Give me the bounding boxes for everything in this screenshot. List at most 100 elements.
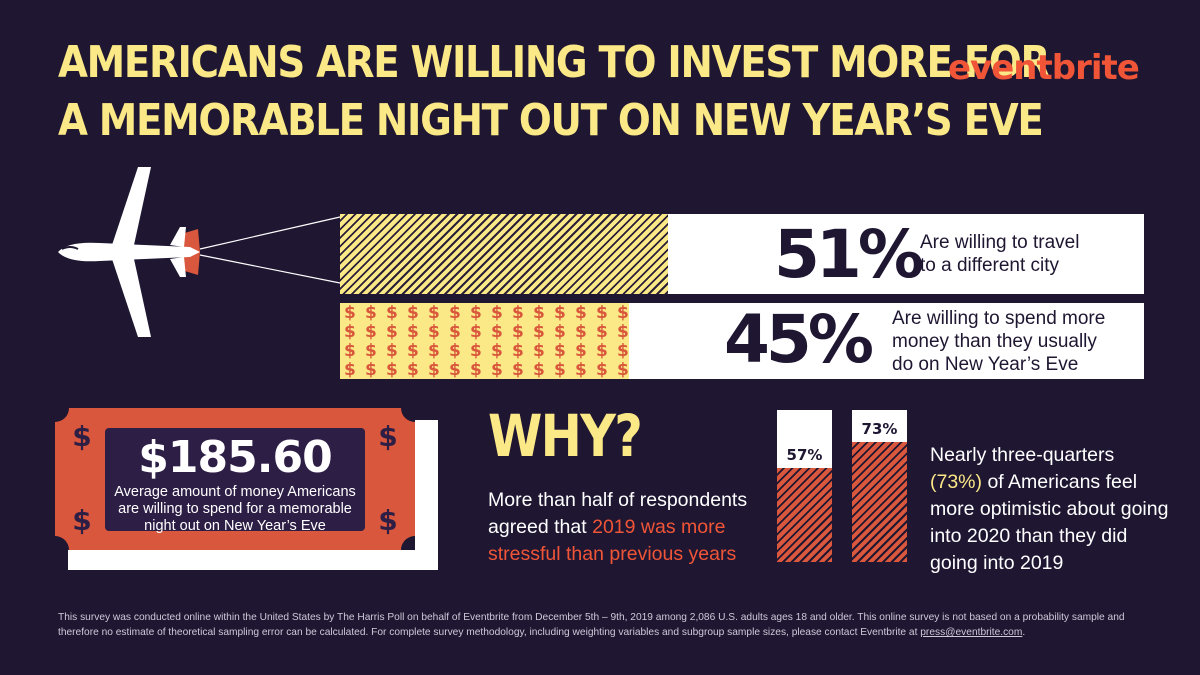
- dollar-sign-icon: $: [344, 303, 356, 323]
- dollar-sign-icon: $: [386, 341, 398, 361]
- dollar-sign-icon: $: [554, 322, 566, 342]
- column-optimism-fill: [852, 442, 907, 562]
- dollar-sign-icon: $: [407, 303, 419, 323]
- bar-travel-description: Are willing to travel to a different cit…: [920, 231, 1079, 277]
- dollar-sign-icon: $: [470, 322, 482, 342]
- bill-amount: $185.60: [138, 432, 332, 483]
- contact-email-link[interactable]: press@eventbrite.com: [920, 627, 1023, 638]
- column-optimism: 73%: [852, 410, 907, 562]
- dollar-sign-icon: $: [428, 303, 440, 323]
- headline-line-2: A MEMORABLE NIGHT OUT ON NEW YEAR’S EVE: [58, 95, 1044, 146]
- dollar-sign-icon: $: [512, 341, 524, 361]
- dollar-sign-icon: $: [491, 303, 503, 323]
- dollar-sign-icon: $: [554, 341, 566, 361]
- dollar-sign-icon: $: [344, 360, 356, 379]
- dollar-sign-icon: $: [512, 322, 524, 342]
- column-stress-fill: [777, 468, 832, 562]
- dollar-sign-icon: $: [449, 360, 461, 379]
- dollar-sign-icon: $: [365, 303, 377, 323]
- optimism-text: Nearly three-quarters (73%) of Americans…: [930, 442, 1170, 577]
- dollar-sign-icon: $: [575, 360, 587, 379]
- bill-caption-line-3: night out on New Year’s Eve: [144, 518, 326, 534]
- dollar-sign-icon: $: [365, 322, 377, 342]
- headline: AMERICANS ARE WILLING TO INVEST MORE FOR…: [58, 34, 1050, 150]
- bar-spend-desc-line-3: do on New Year’s Eve: [892, 354, 1079, 375]
- dollar-sign-icon: $: [533, 360, 545, 379]
- dollar-sign-icon: $: [407, 341, 419, 361]
- bill-corner-notches: [55, 408, 415, 550]
- bill-caption-line-2: are willing to spend for a memorable: [118, 501, 352, 517]
- dollar-sign-icon: $: [344, 341, 356, 361]
- dollar-sign-icon: $: [378, 420, 398, 453]
- dollar-sign-icon: $: [407, 322, 419, 342]
- dollar-sign-icon: $: [470, 303, 482, 323]
- dollar-sign-icon: $: [72, 504, 92, 537]
- dollar-sign-icon: $: [491, 341, 503, 361]
- dollar-sign-icon: $: [596, 322, 608, 342]
- bar-travel-desc-line-2: to a different city: [920, 255, 1060, 276]
- dollar-sign-icon: $: [72, 420, 92, 453]
- bill-caption-line-1: Average amount of money Americans: [114, 484, 356, 500]
- column-stress: 57%: [777, 410, 832, 562]
- dollar-sign-icon: $: [575, 303, 587, 323]
- dollar-sign-icon: $: [491, 360, 503, 379]
- dollar-sign-icon: $: [617, 322, 629, 342]
- dollar-sign-icon: $: [470, 360, 482, 379]
- bar-spend-description: Are willing to spend more money than the…: [892, 307, 1105, 376]
- dollar-sign-icon: $: [407, 360, 419, 379]
- eventbrite-logo: eventbrite: [948, 48, 1140, 88]
- dollar-sign-icon: $: [386, 322, 398, 342]
- bill-inner-panel: $185.60 Average amount of money American…: [105, 428, 365, 534]
- dollar-sign-icon: $: [575, 341, 587, 361]
- survey-footnote: This survey was conducted online within …: [58, 610, 1158, 640]
- dollar-sign-icon: $: [491, 322, 503, 342]
- footnote-end: .: [1022, 627, 1026, 638]
- dollar-sign-icon: $: [512, 360, 524, 379]
- dollar-sign-icon: $: [554, 303, 566, 323]
- dollar-sign-icon: $ $ $ $ $ $ $ $ $ $ $ $ $ $$ $ $ $ $ $ $ $ $ $ $ $ $ $$ $ $ $ $ $ $ $ $ $ $ $…: [344, 303, 629, 379]
- column-optimism-label: 73%: [861, 420, 898, 438]
- bar-spend-desc-line-1: Are willing to spend more: [892, 308, 1106, 329]
- why-text: More than half of respondents agreed tha…: [488, 487, 768, 568]
- dollar-sign-icon: $: [449, 341, 461, 361]
- bill-caption: Average amount of money Americans are wi…: [105, 484, 365, 535]
- bar-travel-percent: 51%: [774, 216, 924, 293]
- dollar-sign-icon: $: [428, 341, 440, 361]
- bar-travel-desc-line-1: Are willing to travel: [920, 232, 1080, 253]
- bar-spend-fill: $ $ $ $ $ $ $ $ $ $ $ $ $ $ $ $ $ $ $ $ $ $ $ $ $ $ $ $ $ $ $ $ $ $ $ $ $ $ $ $…: [340, 303, 629, 379]
- dollar-sign-icon: $: [386, 303, 398, 323]
- dollar-sign-icon: $: [596, 341, 608, 361]
- dollar-sign-icon: $: [428, 322, 440, 342]
- dollar-sign-icon: $: [428, 360, 440, 379]
- dollar-sign-icon: $: [470, 341, 482, 361]
- dollar-sign-icon: $: [344, 322, 356, 342]
- bar-travel: 51% Are willing to travel to a different…: [340, 214, 1144, 294]
- why-title: WHY?: [488, 402, 643, 470]
- bill-body: $ $ $ $ $185.60 Average amount of money …: [55, 408, 415, 550]
- dollar-sign-icon: $: [554, 360, 566, 379]
- dollar-sign-icon: $: [386, 360, 398, 379]
- dollar-sign-icon: $: [449, 322, 461, 342]
- optimism-text-part-2: of Americans feel more optimistic about …: [930, 471, 1169, 574]
- bar-travel-fill: [340, 214, 668, 294]
- dollar-sign-icon: $: [365, 341, 377, 361]
- dollar-sign-icon: $: [378, 504, 398, 537]
- dollar-sign-icon: $: [533, 322, 545, 342]
- footnote-text: This survey was conducted online within …: [58, 612, 1125, 638]
- bar-spend-desc-line-2: money than they usually: [892, 331, 1097, 352]
- dollar-bill: $ $ $ $ $185.60 Average amount of money …: [55, 408, 427, 562]
- dollar-sign-icon: $: [533, 303, 545, 323]
- optimism-text-part-1: Nearly three-quarters: [930, 444, 1115, 466]
- dollar-sign-icon: $: [617, 303, 629, 323]
- dollar-sign-icon: $: [449, 303, 461, 323]
- dollar-sign-icon: $: [512, 303, 524, 323]
- why-text-part-1: More than half of respondents agreed tha…: [488, 489, 748, 538]
- bar-spend: $ $ $ $ $ $ $ $ $ $ $ $ $ $ $ $ $ $ $ $ $ $ $ $ $ $ $ $ $ $ $ $ $ $ $ $ $ $ $ $…: [340, 303, 1144, 379]
- dollar-sign-icon: $: [575, 322, 587, 342]
- bar-spend-percent: 45%: [724, 301, 874, 378]
- optimism-text-highlight: (73%): [930, 471, 983, 493]
- dollar-sign-icon: $: [596, 360, 608, 379]
- why-text-highlight: 2019 was more stressful than previous ye…: [488, 516, 737, 565]
- column-stress-label: 57%: [786, 446, 823, 464]
- dollar-sign-icon: $: [533, 341, 545, 361]
